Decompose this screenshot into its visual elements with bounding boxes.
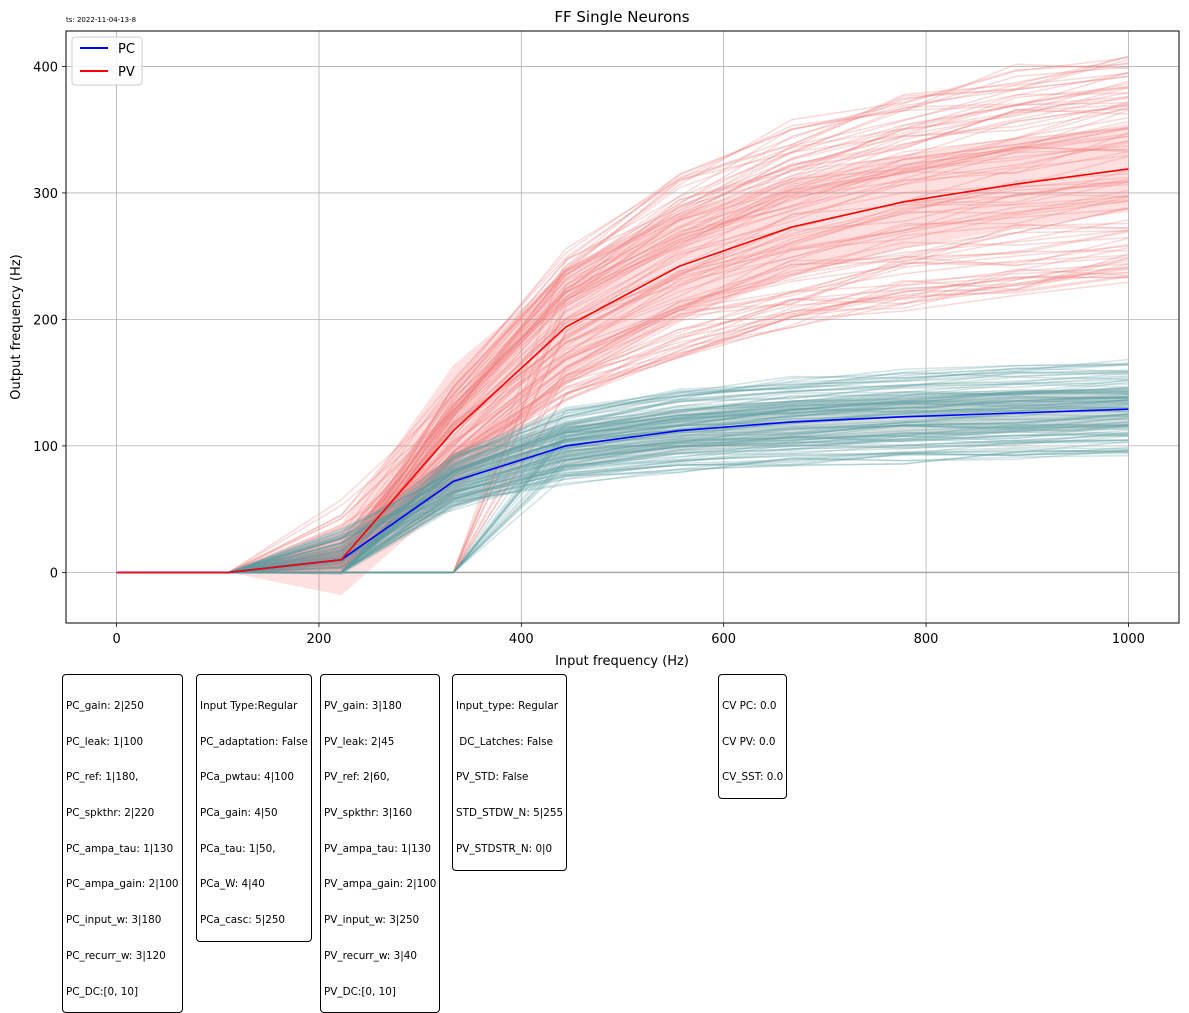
info-line: PV_DC:[0, 10] xyxy=(324,987,436,999)
info-line: PCa_W: 4|40 xyxy=(200,879,308,891)
info-line: PV_ref: 2|60, xyxy=(324,772,436,784)
cv-box: CV PC: 0.0 CV PV: 0.0 CV_SST: 0.0 xyxy=(718,674,787,799)
y-tick-label: 300 xyxy=(33,187,58,202)
y-tick-label: 400 xyxy=(33,60,58,75)
info-line: CV_SST: 0.0 xyxy=(722,772,783,784)
y-tick-label: 100 xyxy=(33,440,58,455)
info-line: PC_ref: 1|180, xyxy=(66,772,179,784)
info-line: CV PV: 0.0 xyxy=(722,737,783,749)
pc-params-box: PC_gain: 2|250 PC_leak: 1|100 PC_ref: 1|… xyxy=(62,674,183,1013)
info-line: PC_spkthr: 2|220 xyxy=(66,808,179,820)
info-line: PCa_tau: 1|50, xyxy=(200,844,308,856)
info-line: PCa_pwtau: 4|100 xyxy=(200,772,308,784)
info-line: PV_spkthr: 3|160 xyxy=(324,808,436,820)
info-line: PV_ampa_gain: 2|100 xyxy=(324,879,436,891)
legend-label-pv: PV xyxy=(118,65,135,80)
legend: PC PV xyxy=(72,37,142,85)
y-tick-label: 200 xyxy=(33,313,58,328)
x-tick-label: 200 xyxy=(307,632,332,647)
info-line: PV_recurr_w: 3|40 xyxy=(324,951,436,963)
info-line: PC_recurr_w: 3|120 xyxy=(66,951,179,963)
info-line: Input_type: Regular xyxy=(456,701,563,713)
x-tick-label: 400 xyxy=(509,632,534,647)
info-line: PCa_casc: 5|250 xyxy=(200,915,308,927)
x-tick-label: 0 xyxy=(112,632,120,647)
info-line: PV_gain: 3|180 xyxy=(324,701,436,713)
x-tick-label: 1000 xyxy=(1112,632,1145,647)
individual-neuron-traces xyxy=(117,56,1129,572)
info-line: PC_ampa_tau: 1|130 xyxy=(66,844,179,856)
info-line: PC_ampa_gain: 2|100 xyxy=(66,879,179,891)
pc-adaptation-box: Input Type:Regular PC_adaptation: False … xyxy=(196,674,312,942)
info-line: PC_input_w: 3|180 xyxy=(66,915,179,927)
info-line: PC_gain: 2|250 xyxy=(66,701,179,713)
info-line: STD_STDW_N: 5|255 xyxy=(456,808,563,820)
info-line: PV_STDSTR_N: 0|0 xyxy=(456,844,563,856)
info-line: Input Type:Regular xyxy=(200,701,308,713)
info-line: CV PC: 0.0 xyxy=(722,701,783,713)
pv-params-box: PV_gain: 3|180 PV_leak: 2|45 PV_ref: 2|6… xyxy=(320,674,440,1013)
info-line: PC_adaptation: False xyxy=(200,737,308,749)
x-axis-label: Input frequency (Hz) xyxy=(555,654,689,669)
info-line: PV_STD: False xyxy=(456,772,563,784)
info-line: PC_DC:[0, 10] xyxy=(66,987,179,999)
info-line: PCa_gain: 4|50 xyxy=(200,808,308,820)
y-tick-label: 0 xyxy=(50,566,58,581)
info-line: PV_ampa_tau: 1|130 xyxy=(324,844,436,856)
info-line: PV_input_w: 3|250 xyxy=(324,915,436,927)
y-axis-label: Output frequency (Hz) xyxy=(9,254,24,399)
x-tick-label: 800 xyxy=(914,632,939,647)
chart-title: FF Single Neurons xyxy=(554,8,689,26)
info-line: PV_leak: 2|45 xyxy=(324,737,436,749)
input-std-box: Input_type: Regular DC_Latches: False PV… xyxy=(452,674,567,871)
timestamp: ts: 2022-11-04-13-8 xyxy=(66,16,136,24)
legend-label-pc: PC xyxy=(118,42,135,57)
info-line: DC_Latches: False xyxy=(456,737,563,749)
info-line: PC_leak: 1|100 xyxy=(66,737,179,749)
x-tick-label: 600 xyxy=(711,632,736,647)
